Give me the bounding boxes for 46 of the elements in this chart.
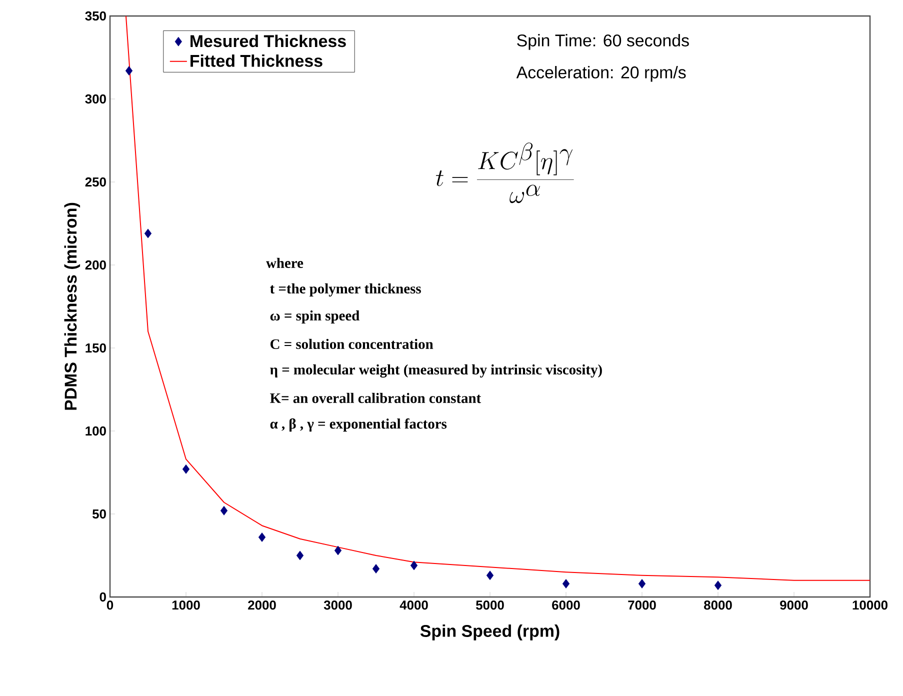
y-tick-label: 100 xyxy=(86,426,106,436)
x-tick-label: 5000 xyxy=(476,600,504,610)
y-axis-title: PDMS Thickness (micron) xyxy=(64,202,80,410)
annotation: Spin Time: 60 seconds xyxy=(517,34,689,50)
point xyxy=(182,464,190,474)
legend-label: Mesured Thickness xyxy=(190,34,346,48)
point xyxy=(410,560,418,570)
x-axis-title: Spin Speed (rpm) xyxy=(420,624,560,640)
point xyxy=(296,550,304,560)
y-tick-label: 350 xyxy=(85,11,106,21)
annotation: Acceleration: 20 rpm/s xyxy=(516,66,686,82)
point xyxy=(144,228,152,238)
x-tick-label: 4000 xyxy=(400,600,428,610)
point xyxy=(125,66,133,76)
annotation: ω = spin speed xyxy=(270,310,360,324)
annotation: K= an overall calibration constant xyxy=(270,392,482,404)
point xyxy=(372,564,380,574)
y-tick-label: 50 xyxy=(92,509,106,519)
point xyxy=(258,532,266,542)
point xyxy=(714,580,722,590)
point xyxy=(486,570,494,580)
annotation: $t=\frac{KC^{\beta}[\eta]^{\gamma}}{\omega^{\alpha}}$ xyxy=(436,142,574,204)
legend-label: Fitted Thickness xyxy=(190,54,322,67)
annotation: where xyxy=(266,258,304,268)
y-tick-label: 0 xyxy=(100,592,106,602)
x-tick-label: 2000 xyxy=(248,600,276,610)
point xyxy=(638,579,646,588)
point xyxy=(220,506,228,516)
y-tick-label: 300 xyxy=(85,94,106,104)
y-tick-label: 150 xyxy=(86,343,106,353)
x-tick-label: 0 xyxy=(106,600,114,610)
annotation: α , β , γ = exponential factors xyxy=(270,418,447,432)
point xyxy=(562,579,570,588)
x-tick-label: 7000 xyxy=(628,600,656,610)
annotation: η = molecular weight (measured by intrinsic viscosity) xyxy=(270,364,602,378)
x-tick-label: 6000 xyxy=(552,600,580,610)
y-tick-label: 250 xyxy=(85,177,106,187)
x-tick-label: 3000 xyxy=(324,600,352,610)
y-tick-label: 200 xyxy=(85,260,106,270)
x-tick-label: 8000 xyxy=(704,600,732,610)
annotation: t =the polymer thickness xyxy=(270,283,421,297)
x-tick-label: 10000 xyxy=(852,600,888,610)
point xyxy=(334,546,342,556)
x-tick-label: 1000 xyxy=(172,600,200,610)
x-tick-label: 9000 xyxy=(780,600,808,610)
annotation: C = solution concentration xyxy=(270,338,434,350)
